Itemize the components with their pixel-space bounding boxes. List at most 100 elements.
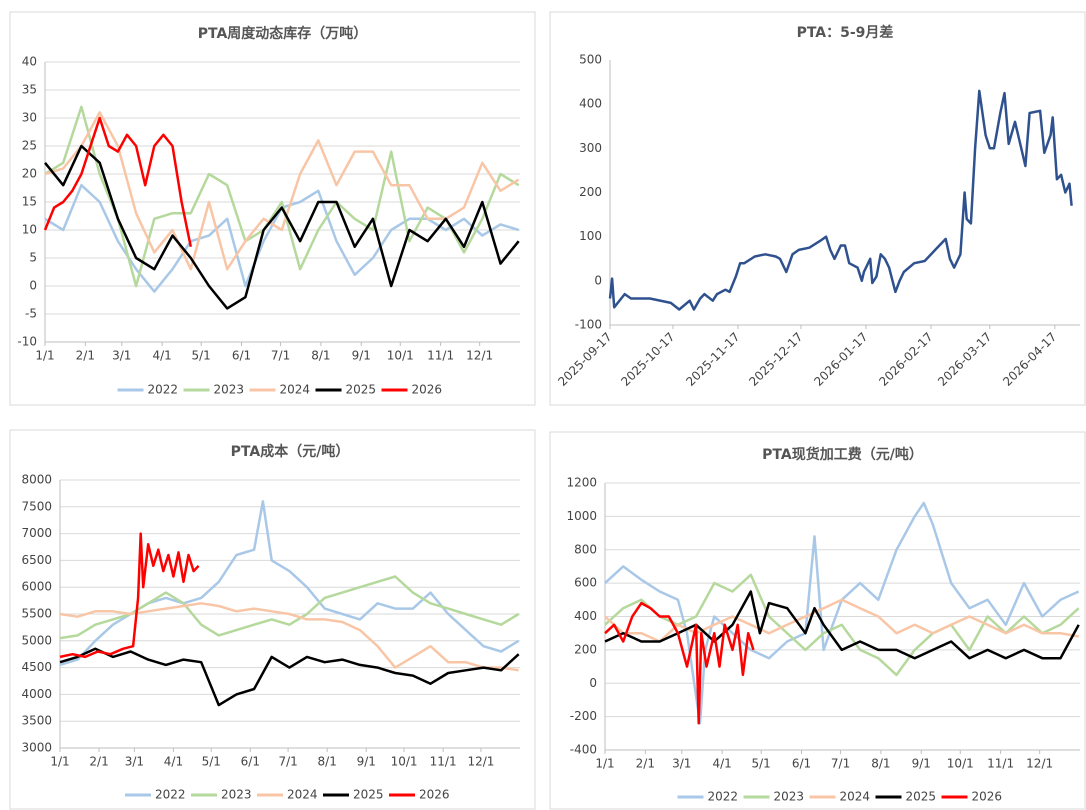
series-line: [59, 532, 200, 659]
y-tick-label: -400: [570, 743, 597, 757]
series-line: [44, 111, 520, 271]
y-tick-label: 500: [579, 53, 602, 67]
y-tick-label: 7500: [21, 499, 52, 513]
y-tick-label: -5: [25, 307, 37, 321]
legend-label: 2022: [708, 790, 739, 804]
legend-label: 2026: [412, 383, 443, 397]
legend-label: 2023: [214, 383, 245, 397]
x-tick-label: 6/1: [232, 349, 251, 363]
legend-label: 2024: [280, 383, 311, 397]
x-tick-label: 8/1: [318, 755, 337, 769]
panel-frame: [9, 429, 536, 810]
panel-frame: [549, 431, 1086, 810]
y-tick-label: 3000: [21, 741, 52, 755]
x-tick-label: 2025-10-17: [618, 330, 677, 389]
legend-label: 2023: [774, 790, 805, 804]
y-tick-label: 800: [574, 542, 597, 556]
x-tick-label: 1/1: [50, 755, 69, 769]
chart-title: PTA周度动态库存（万吨）: [198, 25, 368, 42]
x-tick-label: 2/1: [636, 757, 655, 771]
x-tick-label: 9/1: [352, 349, 371, 363]
series-line: [59, 602, 519, 672]
x-tick-label: 12/1: [467, 755, 494, 769]
legend-label: 2024: [840, 790, 871, 804]
y-tick-label: 4500: [21, 660, 52, 674]
y-tick-label: 0: [29, 279, 37, 293]
x-tick-label: 3/1: [125, 755, 144, 769]
x-tick-label: 9/1: [357, 755, 376, 769]
panel-frame: [9, 11, 536, 406]
y-tick-label: 40: [22, 55, 37, 69]
x-tick-label: 4/1: [164, 755, 183, 769]
x-tick-label: 3/1: [112, 349, 131, 363]
series-line: [43, 116, 193, 248]
y-tick-label: 400: [574, 609, 597, 623]
chart-title: PTA现货加工费（元/吨）: [762, 446, 923, 463]
chart-title: PTA成本（元/吨）: [231, 443, 350, 460]
legend-label: 2026: [419, 788, 450, 802]
legend-label: 2025: [353, 788, 384, 802]
legend-label: 2022: [155, 788, 186, 802]
y-tick-label: 300: [579, 141, 602, 155]
x-tick-label: 11/1: [987, 757, 1014, 771]
legend-label: 2024: [287, 788, 318, 802]
legend-label: 2023: [221, 788, 252, 802]
x-tick-label: 10/1: [387, 349, 414, 363]
y-tick-label: 6000: [21, 580, 52, 594]
legend-label: 2025: [906, 790, 937, 804]
y-tick-label: -200: [570, 709, 597, 723]
x-tick-label: 11/1: [427, 349, 454, 363]
x-tick-label: 7/1: [278, 755, 297, 769]
chart-title: PTA：5-9月差: [797, 24, 894, 41]
x-tick-label: 12/1: [1026, 757, 1053, 771]
x-tick-label: 2/1: [76, 349, 95, 363]
x-tick-label: 5/1: [752, 757, 771, 771]
x-tick-label: 11/1: [430, 755, 457, 769]
y-tick-label: 5: [29, 251, 37, 265]
series-line: [59, 575, 520, 640]
y-tick-label: 0: [594, 273, 602, 287]
x-tick-label: 2026-04-17: [1000, 330, 1059, 389]
x-tick-label: 7/1: [271, 349, 290, 363]
series-line: [59, 647, 520, 707]
x-tick-label: 7/1: [831, 757, 850, 771]
y-tick-label: 5000: [21, 633, 52, 647]
series-line: [604, 573, 1080, 677]
x-tick-label: 4/1: [152, 349, 171, 363]
x-tick-label: 2025-12-17: [746, 330, 805, 389]
x-tick-label: 1/1: [35, 349, 54, 363]
y-tick-label: 6500: [21, 553, 52, 567]
legend-label: 2025: [346, 383, 377, 397]
series-line: [604, 598, 1079, 643]
y-tick-label: 15: [22, 195, 37, 209]
y-tick-label: 30: [22, 111, 37, 125]
x-tick-label: 2026-03-17: [935, 330, 994, 389]
x-tick-label: 3/1: [672, 757, 691, 771]
y-tick-label: 0: [589, 676, 597, 690]
y-tick-label: 35: [22, 83, 37, 97]
series-line: [608, 89, 1073, 311]
y-tick-label: 5500: [21, 607, 52, 621]
y-tick-label: 10: [22, 223, 37, 237]
x-tick-label: 2026-02-17: [876, 330, 935, 389]
x-tick-label: 8/1: [871, 757, 890, 771]
y-tick-label: 400: [579, 97, 602, 111]
x-tick-label: 4/1: [712, 757, 731, 771]
y-tick-label: 100: [579, 229, 602, 243]
series-line: [44, 105, 520, 288]
series-line: [604, 601, 755, 725]
y-tick-label: 3500: [21, 714, 52, 728]
y-tick-label: 1200: [566, 476, 597, 490]
series-line: [44, 144, 520, 310]
x-tick-label: 12/1: [466, 349, 493, 363]
x-tick-label: 10/1: [947, 757, 974, 771]
series-line: [604, 501, 1080, 725]
x-tick-label: 10/1: [391, 755, 418, 769]
x-tick-label: 6/1: [792, 757, 811, 771]
x-tick-label: 2025-11-17: [683, 330, 742, 389]
y-tick-label: 25: [22, 139, 37, 153]
series-line: [604, 590, 1080, 660]
panel-frame: [549, 11, 1086, 406]
y-tick-label: -10: [17, 335, 37, 349]
x-tick-label: 2026-01-17: [811, 330, 870, 389]
